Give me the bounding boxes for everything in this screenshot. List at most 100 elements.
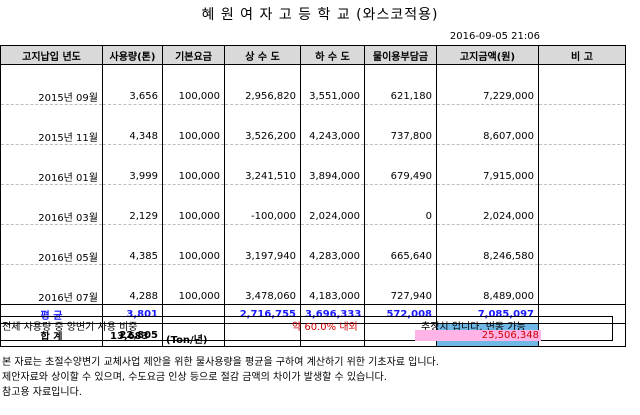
empty-cell[interactable] xyxy=(436,77,539,89)
empty-cell[interactable] xyxy=(300,264,365,277)
empty-cell[interactable] xyxy=(364,277,437,289)
water-cell[interactable]: 3,197,940 xyxy=(224,249,301,265)
empty-cell[interactable] xyxy=(0,224,103,237)
charge-cell[interactable]: 665,640 xyxy=(364,249,437,265)
empty-cell[interactable] xyxy=(538,117,626,129)
empty-cell[interactable] xyxy=(224,237,301,249)
empty-cell[interactable] xyxy=(162,197,225,209)
empty-cell[interactable] xyxy=(300,64,365,77)
usage-cell[interactable]: 4,385 xyxy=(102,249,163,265)
empty-cell[interactable] xyxy=(436,197,539,209)
empty-cell[interactable] xyxy=(0,277,103,289)
amount-cell[interactable]: 8,607,000 xyxy=(436,129,539,145)
usage-cell[interactable]: 3,999 xyxy=(102,169,163,185)
amount-cell[interactable]: 8,246,580 xyxy=(436,249,539,265)
empty-cell[interactable] xyxy=(436,264,539,277)
empty-cell[interactable] xyxy=(162,157,225,169)
usage-cell[interactable]: 4,348 xyxy=(102,129,163,145)
empty-cell[interactable] xyxy=(224,277,301,289)
empty-cell[interactable] xyxy=(102,264,163,277)
empty-cell[interactable] xyxy=(162,323,225,347)
water-cell[interactable]: 3,526,200 xyxy=(224,129,301,145)
empty-cell[interactable] xyxy=(538,197,626,209)
col-header-remarks[interactable]: 비 고 xyxy=(538,45,626,65)
amount-cell[interactable]: 8,489,000 xyxy=(436,289,539,305)
base-fee-cell[interactable]: 100,000 xyxy=(162,89,225,105)
empty-cell[interactable] xyxy=(300,323,365,347)
empty-cell[interactable] xyxy=(538,237,626,249)
empty-cell[interactable] xyxy=(162,237,225,249)
empty-cell[interactable] xyxy=(364,117,437,129)
empty-cell[interactable] xyxy=(538,264,626,277)
charge-cell[interactable]: 737,800 xyxy=(364,129,437,145)
empty-cell[interactable] xyxy=(162,184,225,197)
empty-cell[interactable] xyxy=(538,224,626,237)
sewer-cell[interactable]: 4,283,000 xyxy=(300,249,365,265)
empty-cell[interactable] xyxy=(0,237,103,249)
empty-cell[interactable] xyxy=(300,197,365,209)
empty-cell[interactable] xyxy=(162,144,225,157)
empty-cell[interactable] xyxy=(0,264,103,277)
empty-cell[interactable] xyxy=(224,117,301,129)
empty-cell[interactable] xyxy=(0,104,103,117)
base-fee-cell[interactable]: 100,000 xyxy=(162,249,225,265)
empty-cell[interactable] xyxy=(102,77,163,89)
empty-cell[interactable] xyxy=(364,104,437,117)
sewer-cell[interactable]: 3,551,000 xyxy=(300,89,365,105)
charge-cell[interactable]: 679,490 xyxy=(364,169,437,185)
col-header-charge[interactable]: 물이용부담금 xyxy=(364,45,437,65)
empty-cell[interactable] xyxy=(224,77,301,89)
amount-cell[interactable]: 7,229,000 xyxy=(436,89,539,105)
empty-cell[interactable] xyxy=(0,197,103,209)
base-fee-cell[interactable]: 100,000 xyxy=(162,129,225,145)
empty-cell[interactable] xyxy=(102,144,163,157)
empty-cell[interactable] xyxy=(300,117,365,129)
empty-cell[interactable] xyxy=(436,157,539,169)
col-header-amount[interactable]: 고지금액(원) xyxy=(436,45,539,65)
usage-cell[interactable]: 4,288 xyxy=(102,289,163,305)
empty-cell[interactable] xyxy=(224,104,301,117)
estimate-value[interactable]: 25,506,348 xyxy=(481,330,539,341)
usage-cell[interactable]: 2,129 xyxy=(102,209,163,225)
remarks-cell[interactable] xyxy=(538,129,626,145)
empty-cell[interactable] xyxy=(224,224,301,237)
empty-cell[interactable] xyxy=(162,77,225,89)
sewer-cell[interactable]: 2,024,000 xyxy=(300,209,365,225)
usage-cell[interactable]: 3,656 xyxy=(102,89,163,105)
period-cell[interactable]: 2016년 01월 xyxy=(0,169,103,185)
empty-cell[interactable] xyxy=(224,323,301,347)
empty-cell[interactable] xyxy=(300,157,365,169)
empty-cell[interactable] xyxy=(102,277,163,289)
empty-cell[interactable] xyxy=(364,184,437,197)
water-cell[interactable]: -100,000 xyxy=(224,209,301,225)
period-cell[interactable]: 2016년 05월 xyxy=(0,249,103,265)
empty-cell[interactable] xyxy=(436,117,539,129)
col-header-sewer[interactable]: 하 수 도 xyxy=(300,45,365,65)
col-header-water[interactable]: 상 수 도 xyxy=(224,45,301,65)
empty-cell[interactable] xyxy=(364,237,437,249)
empty-cell[interactable] xyxy=(162,104,225,117)
empty-cell[interactable] xyxy=(538,104,626,117)
empty-cell[interactable] xyxy=(538,184,626,197)
empty-cell[interactable] xyxy=(102,197,163,209)
empty-cell[interactable] xyxy=(436,104,539,117)
empty-cell[interactable] xyxy=(300,237,365,249)
remarks-cell[interactable] xyxy=(538,249,626,265)
empty-cell[interactable] xyxy=(102,64,163,77)
empty-cell[interactable] xyxy=(300,277,365,289)
charge-cell[interactable]: 727,940 xyxy=(364,289,437,305)
water-cell[interactable]: 3,241,510 xyxy=(224,169,301,185)
empty-cell[interactable] xyxy=(102,157,163,169)
empty-cell[interactable] xyxy=(102,117,163,129)
sewer-cell[interactable]: 4,243,000 xyxy=(300,129,365,145)
empty-cell[interactable] xyxy=(364,224,437,237)
sewer-cell[interactable]: 4,183,000 xyxy=(300,289,365,305)
base-fee-cell[interactable]: 100,000 xyxy=(162,209,225,225)
empty-cell[interactable] xyxy=(224,197,301,209)
empty-cell[interactable] xyxy=(0,157,103,169)
empty-cell[interactable] xyxy=(538,157,626,169)
empty-cell[interactable] xyxy=(224,144,301,157)
empty-cell[interactable] xyxy=(436,144,539,157)
period-cell[interactable]: 2016년 07월 xyxy=(0,289,103,305)
base-fee-cell[interactable]: 100,000 xyxy=(162,289,225,305)
